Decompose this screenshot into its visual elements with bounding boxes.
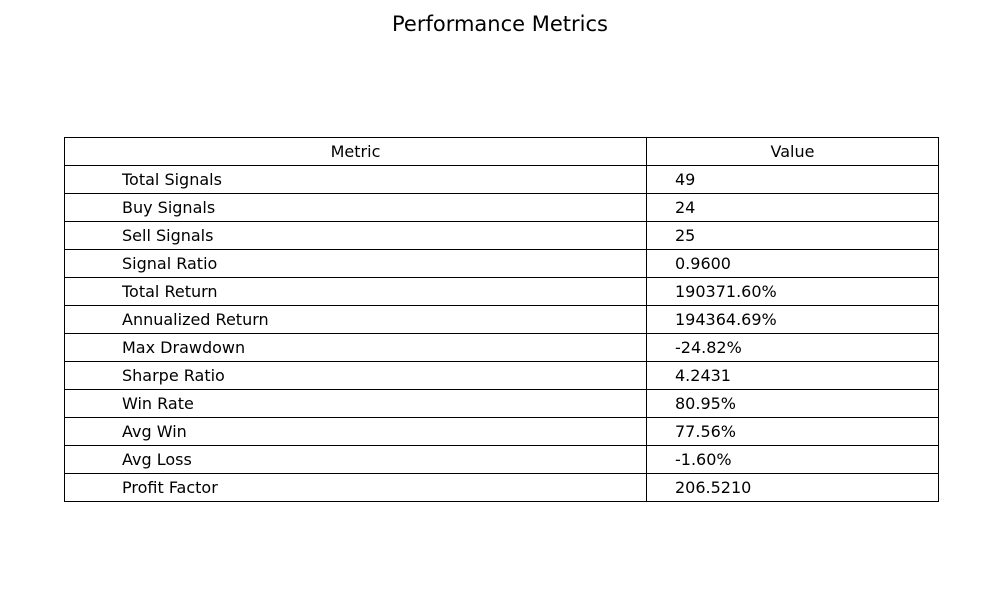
table-body: Total Signals 49 Buy Signals 24 Sell Signals… [64, 165, 939, 502]
metric-value-cell: 0.9600 [646, 249, 939, 278]
table-row: Signal Ratio 0.9600 [64, 249, 939, 278]
metric-value-cell: 194364.69% [646, 305, 939, 334]
metric-value-cell: 80.95% [646, 389, 939, 418]
column-header-value: Value [646, 137, 939, 166]
metric-name-cell: Profit Factor [64, 473, 647, 502]
table-row: Buy Signals 24 [64, 193, 939, 222]
metric-value-cell: 49 [646, 165, 939, 194]
metric-name-cell: Win Rate [64, 389, 647, 418]
table-row: Sell Signals 25 [64, 221, 939, 250]
metric-name-cell: Buy Signals [64, 193, 647, 222]
metric-value-cell: 190371.60% [646, 277, 939, 306]
table-row: Total Signals 49 [64, 165, 939, 194]
metrics-table: Metric Value Total Signals 49 Buy Signals 2… [64, 137, 939, 502]
table-row: Profit Factor 206.5210 [64, 473, 939, 502]
metric-value-cell: 77.56% [646, 417, 939, 446]
table-row: Total Return 190371.60% [64, 277, 939, 306]
metric-value-cell: 25 [646, 221, 939, 250]
metric-value-cell: -24.82% [646, 333, 939, 362]
table-row: Sharpe Ratio 4.2431 [64, 361, 939, 390]
table-row: Max Drawdown -24.82% [64, 333, 939, 362]
metric-value-cell: 24 [646, 193, 939, 222]
metric-name-cell: Total Return [64, 277, 647, 306]
metric-name-cell: Avg Win [64, 417, 647, 446]
metric-name-cell: Signal Ratio [64, 249, 647, 278]
metric-name-cell: Sell Signals [64, 221, 647, 250]
metric-value-cell: -1.60% [646, 445, 939, 474]
chart-title: Performance Metrics [392, 12, 608, 36]
metric-name-cell: Sharpe Ratio [64, 361, 647, 390]
table-header-row: Metric Value [64, 137, 939, 166]
metric-value-cell: 4.2431 [646, 361, 939, 390]
table-row: Win Rate 80.95% [64, 389, 939, 418]
table-row: Avg Loss -1.60% [64, 445, 939, 474]
metric-name-cell: Annualized Return [64, 305, 647, 334]
table-row: Annualized Return 194364.69% [64, 305, 939, 334]
metric-name-cell: Max Drawdown [64, 333, 647, 362]
metric-name-cell: Avg Loss [64, 445, 647, 474]
column-header-metric: Metric [64, 137, 647, 166]
table-row: Avg Win 77.56% [64, 417, 939, 446]
metric-name-cell: Total Signals [64, 165, 647, 194]
metric-value-cell: 206.5210 [646, 473, 939, 502]
